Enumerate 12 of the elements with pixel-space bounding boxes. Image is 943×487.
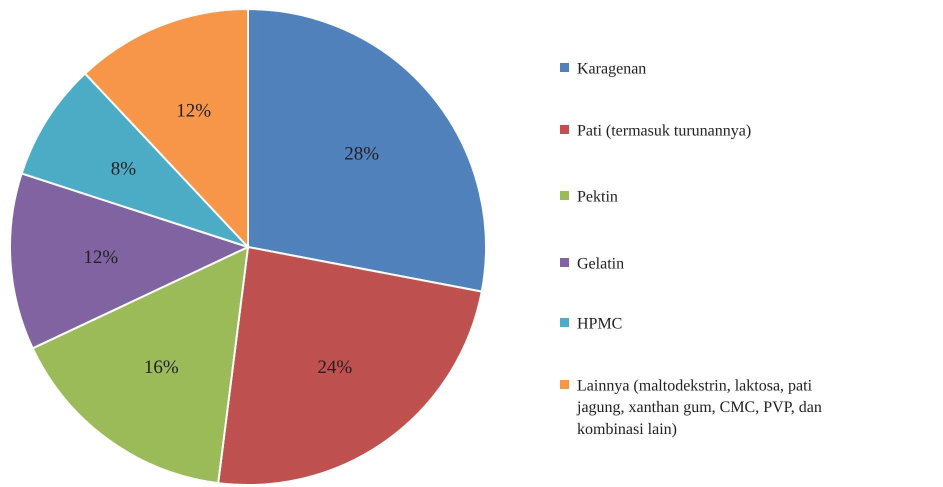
legend-label: HPMC [577,316,622,333]
legend-label: Gelatin [577,256,624,273]
legend-label: Pektin [577,188,618,206]
data-label: 24% [317,357,352,378]
data-label: 16% [144,357,179,378]
legend-label: Pati (termasuk turunannya) [577,122,752,140]
data-label: 12% [83,246,118,268]
data-label: 12% [176,100,212,122]
data-label: 8% [110,158,136,180]
legend-label: Karagenan [577,60,646,78]
legend-label: Lainnya (maltodekstrin, laktosa, pati jagung, xanthan gum, CMC, PVP, dan kombinasi lain) [576,378,822,438]
data-label: 28% [344,144,380,165]
